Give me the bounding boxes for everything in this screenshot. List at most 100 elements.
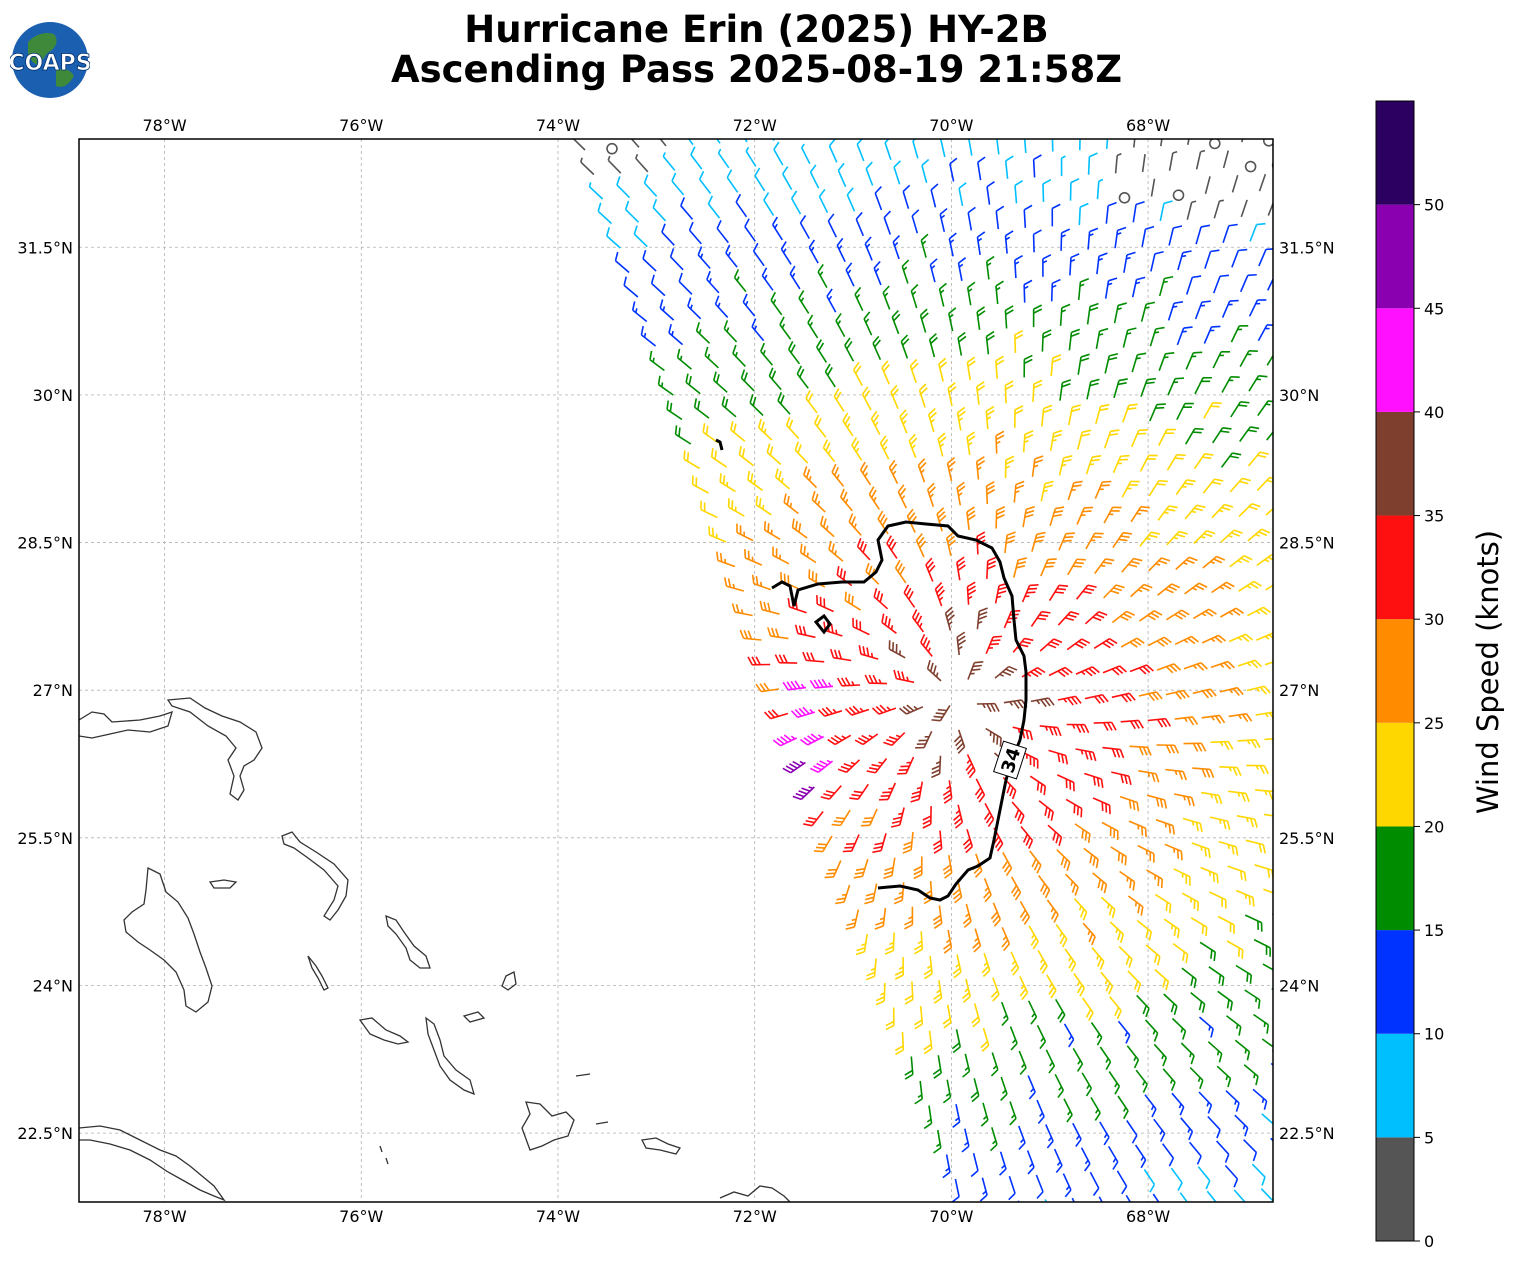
barb-flag (652, 198, 658, 208)
barb-flag (892, 642, 895, 652)
barb-half-flag (987, 109, 991, 112)
wind-barb (874, 186, 883, 211)
barb-shaft (894, 567, 907, 584)
barb-shaft (775, 476, 791, 490)
wind-barb (1228, 790, 1250, 803)
barb-shaft (730, 429, 746, 442)
barb-flag (1124, 693, 1132, 702)
barb-flag (947, 457, 955, 464)
barb-flag (890, 384, 898, 393)
barb-flag (864, 817, 874, 820)
barb-flag (1065, 532, 1075, 535)
barb-flag (1084, 506, 1094, 509)
wind-barb (817, 264, 828, 288)
barb-flag (1127, 407, 1137, 410)
barb-half-flag (828, 295, 833, 301)
barb-flag (1085, 1009, 1092, 1018)
barb-shaft (1066, 638, 1083, 651)
barb-shaft (678, 280, 693, 295)
barb-flag (1075, 724, 1082, 733)
barb-half-flag (1264, 635, 1270, 640)
barb-shaft (973, 1003, 981, 1022)
barb-flag (986, 480, 995, 487)
barb-half-flag (827, 449, 832, 455)
barb-flag (1036, 864, 1042, 874)
wind-barb (1087, 152, 1098, 175)
barb-flag (842, 570, 847, 580)
barb-flag (884, 866, 894, 872)
barb-shaft (824, 371, 836, 388)
barb-shaft (1207, 1115, 1221, 1131)
barb-flag (1036, 531, 1046, 536)
barb-flag (1028, 840, 1034, 849)
barb-shaft (1141, 154, 1146, 173)
barb-half-flag (954, 1117, 960, 1122)
barb-flag (957, 746, 966, 754)
barb-flag (1055, 834, 1060, 844)
barb-flag (1082, 911, 1088, 921)
wind-barb (894, 559, 907, 584)
barb-flag (904, 920, 913, 926)
barb-shaft (797, 632, 816, 639)
barb-flag (983, 890, 991, 899)
barb-shaft (671, 180, 685, 196)
chart-title-line-2: Ascending Pass 2025-08-19 21:58Z (390, 48, 1123, 91)
barb-flag (1210, 1028, 1214, 1038)
barb-flag (736, 523, 738, 533)
barb-half-flag (1071, 488, 1076, 492)
barb-flag (788, 419, 794, 429)
barb-half-flag (1106, 903, 1110, 909)
barb-flag (1158, 560, 1168, 565)
barb-half-flag (1095, 1109, 1099, 1114)
barb-shaft (956, 562, 961, 581)
barb-shaft (1014, 185, 1018, 204)
wind-barb (976, 702, 1000, 713)
wind-barb (883, 210, 892, 235)
barb-flag (1118, 378, 1128, 382)
wind-barb (1011, 801, 1025, 825)
barb-flag (995, 430, 1005, 437)
barb-flag (846, 187, 854, 196)
barb-shaft (1076, 507, 1085, 525)
barb-flag (1140, 1159, 1147, 1169)
barb-flag (1211, 325, 1221, 328)
barb-flag (1173, 663, 1181, 671)
wind-barb (1227, 112, 1239, 124)
barb-flag (1190, 797, 1195, 807)
wind-barb (866, 758, 888, 774)
wind-barb (1114, 226, 1127, 249)
barb-shaft (721, 404, 737, 418)
barb-flag (805, 468, 811, 478)
barb-shaft (967, 662, 976, 680)
wind-barb (697, 246, 711, 269)
barb-flag (1019, 909, 1027, 918)
barb-flag (782, 767, 792, 774)
barb-flag (1249, 818, 1254, 828)
barb-flag (817, 843, 827, 846)
barb-half-flag (963, 1141, 969, 1146)
barb-flag (910, 437, 918, 446)
barb-half-flag (1063, 698, 1068, 703)
barb-half-flag (836, 474, 840, 479)
barb-flag (957, 410, 966, 418)
wind-barb (985, 255, 995, 280)
barb-shaft (1015, 110, 1017, 128)
barb-half-flag (964, 988, 969, 993)
barb-flag (853, 361, 860, 371)
barb-shaft (699, 178, 712, 195)
barb-shaft (1112, 455, 1122, 474)
barb-flag (710, 448, 714, 458)
barb-flag (937, 432, 946, 440)
barb-flag (1235, 607, 1244, 614)
barb-flag (957, 485, 966, 493)
barb-shaft (761, 688, 780, 693)
barb-flag (862, 543, 867, 553)
barb-flag (633, 225, 638, 235)
barb-flag (1055, 1165, 1063, 1173)
barb-shaft (1183, 662, 1202, 670)
barb-flag (1035, 535, 1045, 539)
wind-barb (1247, 528, 1271, 542)
barb-flag (1151, 772, 1156, 782)
wind-barb (927, 407, 937, 433)
barb-half-flag (1237, 328, 1242, 331)
